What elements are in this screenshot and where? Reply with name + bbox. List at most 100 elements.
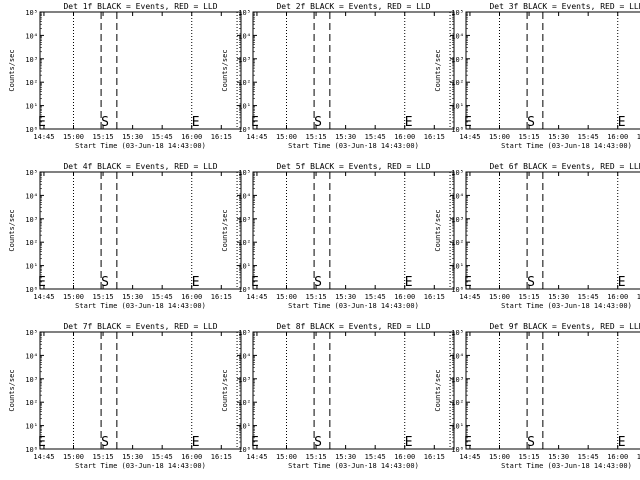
y-tick-label: 10⁴ xyxy=(451,32,464,40)
y-tick-label: 10⁴ xyxy=(25,192,38,200)
y-tick-label: 10⁰ xyxy=(238,446,251,454)
panel-det-8: Det 8f BLACK = Events, RED = LLD 10⁰ 10¹ 10… xyxy=(221,322,455,470)
x-tick-label: 15:45 xyxy=(365,453,386,461)
marker-e: E xyxy=(251,115,259,130)
y-tick-label: 10⁰ xyxy=(238,286,251,294)
x-tick-label: 15:15 xyxy=(519,293,540,301)
marker-e: E xyxy=(405,435,413,450)
x-tick-label: 16:15 xyxy=(211,293,232,301)
y-tick-label: 10¹ xyxy=(451,423,464,431)
x-axis-label: Start Time (03-Jun-18 14:43:00) xyxy=(288,462,419,470)
x-tick-label: 14:45 xyxy=(459,133,480,141)
x-tick-label: 15:30 xyxy=(548,133,569,141)
marker-e: E xyxy=(464,435,472,450)
y-tick-label: 10⁴ xyxy=(25,352,38,360)
x-tick-label: 15:00 xyxy=(63,133,84,141)
marker-e: E xyxy=(192,275,200,290)
y-tick-label: 10⁰ xyxy=(451,286,464,294)
x-tick-label: 14:45 xyxy=(33,293,54,301)
marker-s: S xyxy=(314,435,322,450)
plot-frame xyxy=(39,171,242,290)
x-tick-label: 15:15 xyxy=(93,293,114,301)
y-tick-label: 10² xyxy=(238,399,251,407)
panel-det-3: Det 3f BLACK = Events, RED = LLD 10⁰ 10¹ 10… xyxy=(434,2,640,150)
y-tick-label: 10⁵ xyxy=(25,329,38,337)
y-tick-label: 10³ xyxy=(238,56,251,64)
x-tick-label: 15:15 xyxy=(93,133,114,141)
marker-e: E xyxy=(405,115,413,130)
y-axis-label: Counts/sec xyxy=(434,369,442,411)
panel-det-7: Det 7f BLACK = Events, RED = LLD 10⁰ 10¹ 10… xyxy=(8,322,242,470)
y-tick-label: 10⁴ xyxy=(451,352,464,360)
y-tick-label: 10⁴ xyxy=(238,32,251,40)
panel-det-5: Det 5f BLACK = Events, RED = LLD 10⁰ 10¹ 10… xyxy=(221,162,455,310)
x-tick-label: 16:00 xyxy=(394,133,415,141)
marker-e: E xyxy=(38,275,46,290)
y-tick-label: 10⁰ xyxy=(238,126,251,134)
plot-frame xyxy=(465,11,640,130)
x-axis-label: Start Time (03-Jun-18 14:43:00) xyxy=(75,142,206,150)
plot-frame xyxy=(465,331,640,450)
y-axis-label: Counts/sec xyxy=(221,369,229,411)
marker-e: E xyxy=(405,275,413,290)
x-tick-label: 16:15 xyxy=(211,133,232,141)
x-tick-label: 15:30 xyxy=(122,133,143,141)
y-tick-label: 10² xyxy=(25,239,38,247)
x-tick-label: 14:45 xyxy=(33,453,54,461)
y-tick-label: 10³ xyxy=(25,376,38,384)
y-tick-label: 10³ xyxy=(451,56,464,64)
x-tick-label: 15:00 xyxy=(489,453,510,461)
x-tick-label: 15:30 xyxy=(122,293,143,301)
marker-s: S xyxy=(527,115,535,130)
y-tick-label: 10³ xyxy=(451,216,464,224)
marker-e: E xyxy=(251,275,259,290)
x-tick-label: 16:00 xyxy=(607,293,628,301)
y-axis-label: Counts/sec xyxy=(8,369,16,411)
y-tick-label: 10¹ xyxy=(451,263,464,271)
panel-title: Det 5f BLACK = Events, RED = LLD xyxy=(276,162,430,171)
x-tick-label: 16:15 xyxy=(637,133,640,141)
x-axis-label: Start Time (03-Jun-18 14:43:00) xyxy=(288,302,419,310)
y-tick-label: 10¹ xyxy=(25,263,38,271)
x-tick-label: 14:45 xyxy=(246,133,267,141)
panel-det-9: Det 9f BLACK = Events, RED = LLD 10⁰ 10¹ 10… xyxy=(434,322,640,470)
x-tick-label: 16:15 xyxy=(637,293,640,301)
y-tick-label: 10¹ xyxy=(25,423,38,431)
x-tick-label: 15:45 xyxy=(152,133,173,141)
y-axis-label: Counts/sec xyxy=(8,209,16,251)
x-tick-label: 14:45 xyxy=(459,453,480,461)
marker-e: E xyxy=(38,115,46,130)
y-tick-label: 10⁴ xyxy=(238,352,251,360)
panel-det-1: Det 1f BLACK = Events, RED = LLD 10⁰ 10¹ 10… xyxy=(8,2,242,150)
x-tick-label: 15:45 xyxy=(578,133,599,141)
x-tick-label: 14:45 xyxy=(246,293,267,301)
x-axis-label: Start Time (03-Jun-18 14:43:00) xyxy=(501,142,632,150)
y-axis-label: Counts/sec xyxy=(434,209,442,251)
x-tick-label: 16:00 xyxy=(394,453,415,461)
y-tick-label: 10⁵ xyxy=(25,9,38,17)
panel-det-6: Det 6f BLACK = Events, RED = LLD 10⁰ 10¹ 10… xyxy=(434,162,640,310)
x-axis-label: Start Time (03-Jun-18 14:43:00) xyxy=(501,462,632,470)
x-tick-label: 16:00 xyxy=(181,453,202,461)
panel-title: Det 8f BLACK = Events, RED = LLD xyxy=(276,322,430,331)
panel-title: Det 6f BLACK = Events, RED = LLD xyxy=(489,162,640,171)
y-tick-label: 10⁵ xyxy=(25,169,38,177)
plot-frame xyxy=(252,11,455,130)
y-tick-label: 10¹ xyxy=(238,423,251,431)
y-axis-label: Counts/sec xyxy=(221,209,229,251)
y-tick-label: 10³ xyxy=(25,56,38,64)
panel-title: Det 7f BLACK = Events, RED = LLD xyxy=(63,322,217,331)
y-tick-label: 10⁰ xyxy=(25,126,38,134)
y-tick-label: 10² xyxy=(451,239,464,247)
x-tick-label: 14:45 xyxy=(459,293,480,301)
x-tick-label: 15:45 xyxy=(578,293,599,301)
marker-s: S xyxy=(101,275,109,290)
y-tick-label: 10⁵ xyxy=(238,329,251,337)
y-tick-label: 10⁴ xyxy=(238,192,251,200)
panel-title: Det 2f BLACK = Events, RED = LLD xyxy=(276,2,430,11)
x-tick-label: 15:00 xyxy=(276,293,297,301)
y-tick-label: 10³ xyxy=(238,376,251,384)
x-tick-label: 16:00 xyxy=(607,453,628,461)
y-tick-label: 10² xyxy=(451,399,464,407)
